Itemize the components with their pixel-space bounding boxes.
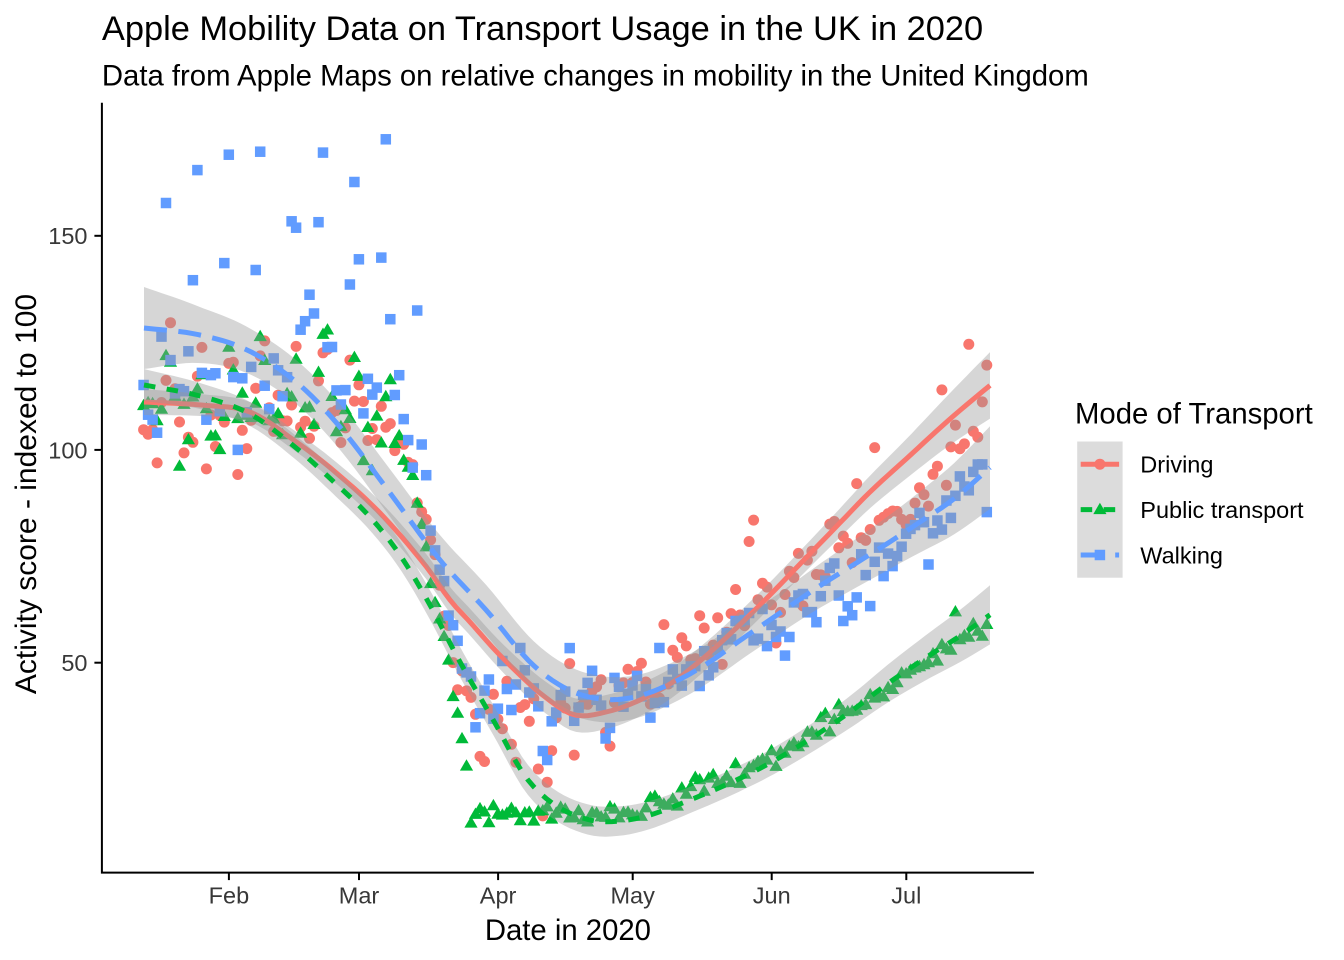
svg-text:150: 150 [48, 223, 87, 249]
svg-text:Apr: Apr [480, 883, 517, 909]
svg-text:Mode of Transport: Mode of Transport [1075, 397, 1313, 430]
svg-text:Mar: Mar [339, 883, 380, 909]
svg-text:Feb: Feb [209, 883, 250, 909]
svg-text:Data from Apple Maps on relati: Data from Apple Maps on relative changes… [102, 60, 1089, 93]
svg-text:Date in 2020: Date in 2020 [485, 914, 651, 947]
svg-text:Activity score - indexed to 10: Activity score - indexed to 100 [10, 294, 43, 694]
svg-text:Walking: Walking [1140, 542, 1223, 568]
svg-text:May: May [610, 883, 655, 909]
svg-text:100: 100 [48, 437, 87, 463]
svg-text:Jun: Jun [753, 883, 791, 909]
svg-text:Driving: Driving [1140, 452, 1213, 478]
svg-text:Public transport: Public transport [1140, 497, 1304, 523]
svg-text:50: 50 [61, 650, 87, 676]
svg-text:Jul: Jul [891, 883, 921, 909]
svg-text:Apple Mobility Data on Transpo: Apple Mobility Data on Transport Usage i… [102, 10, 983, 48]
